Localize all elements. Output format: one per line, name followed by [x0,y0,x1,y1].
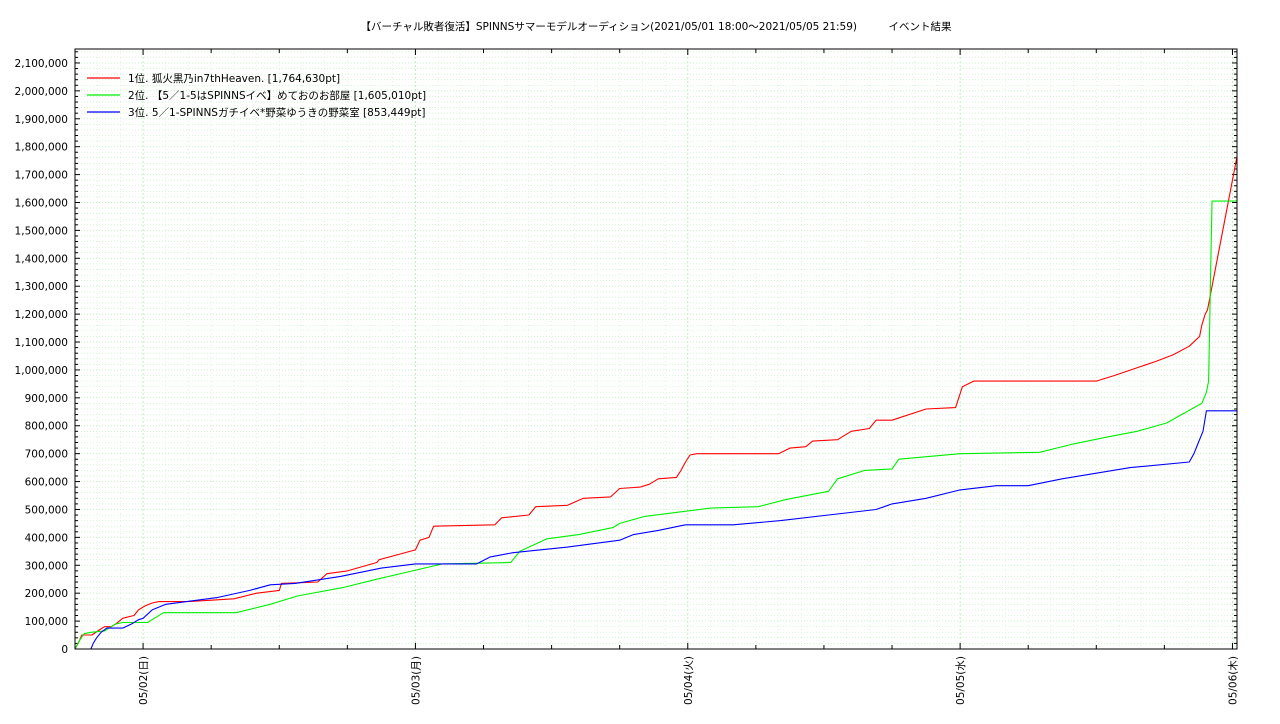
legend: 1位. 狐火黒乃in7thHeaven. [1,764,630pt] 2位. 【5… [87,72,426,119]
y-tick-label: 1,100,000 [15,337,68,349]
legend-label-2: 2位. 【5／1-5はSPINNSイベ】めておのお部屋 [1,605,010pt… [128,89,426,102]
y-tick-label: 1,000,000 [15,365,68,377]
x-tick-label: 05/05(水) [955,656,967,705]
grid-layer [74,49,1237,650]
series-layer [74,156,1238,650]
legend-label-3: 3位. 5／1-SPINNSガチイベ*野菜ゆうきの野菜室 [853,449pt] [128,106,425,119]
legend-label-1: 1位. 狐火黒乃in7thHeaven. [1,764,630pt] [128,72,340,85]
y-tick-label: 900,000 [25,393,68,405]
series-line-2 [74,200,1237,650]
y-tick-label: 100,000 [25,616,68,628]
y-tick-label: 2,100,000 [15,58,68,70]
y-tick-label: 500,000 [25,504,68,516]
y-tick-label: 1,800,000 [15,142,68,154]
y-tick-label: 400,000 [25,532,68,544]
series-line-3 [75,410,1237,650]
y-tick-label: 800,000 [25,421,68,433]
x-tick-label: 05/03(月) [410,656,422,705]
x-tick-label: 05/02(日) [138,656,150,705]
y-tick-label: 1,200,000 [15,309,68,321]
y-tick-label: 1,400,000 [15,253,68,265]
y-tick-label: 700,000 [25,449,68,461]
y-tick-label: 1,600,000 [15,197,68,209]
y-tick-label: 1,300,000 [15,281,68,293]
series-line-1 [74,156,1238,650]
y-tick-label: 600,000 [25,477,68,489]
y-tick-label: 1,900,000 [15,114,68,126]
y-tick-label: 2,000,000 [15,86,68,98]
y-tick-label: 1,500,000 [15,225,68,237]
y-tick-label: 200,000 [25,588,68,600]
y-tick-label: 300,000 [25,560,68,572]
y-tick-label: 1,700,000 [15,170,68,182]
y-tick-label: 0 [61,644,68,656]
plot-frame [74,48,1238,650]
x-tick-label: 05/04(火) [683,656,695,705]
axis-layer: 0 100,000 200,000 300,000 400,000 500,000 600,… [15,49,1239,705]
chart-title: 【バーチャル敗者復活】SPINNSサマーモデルオーディション(2021/05/0… [360,20,952,33]
x-tick-label: 05/06(木) [1227,656,1239,705]
